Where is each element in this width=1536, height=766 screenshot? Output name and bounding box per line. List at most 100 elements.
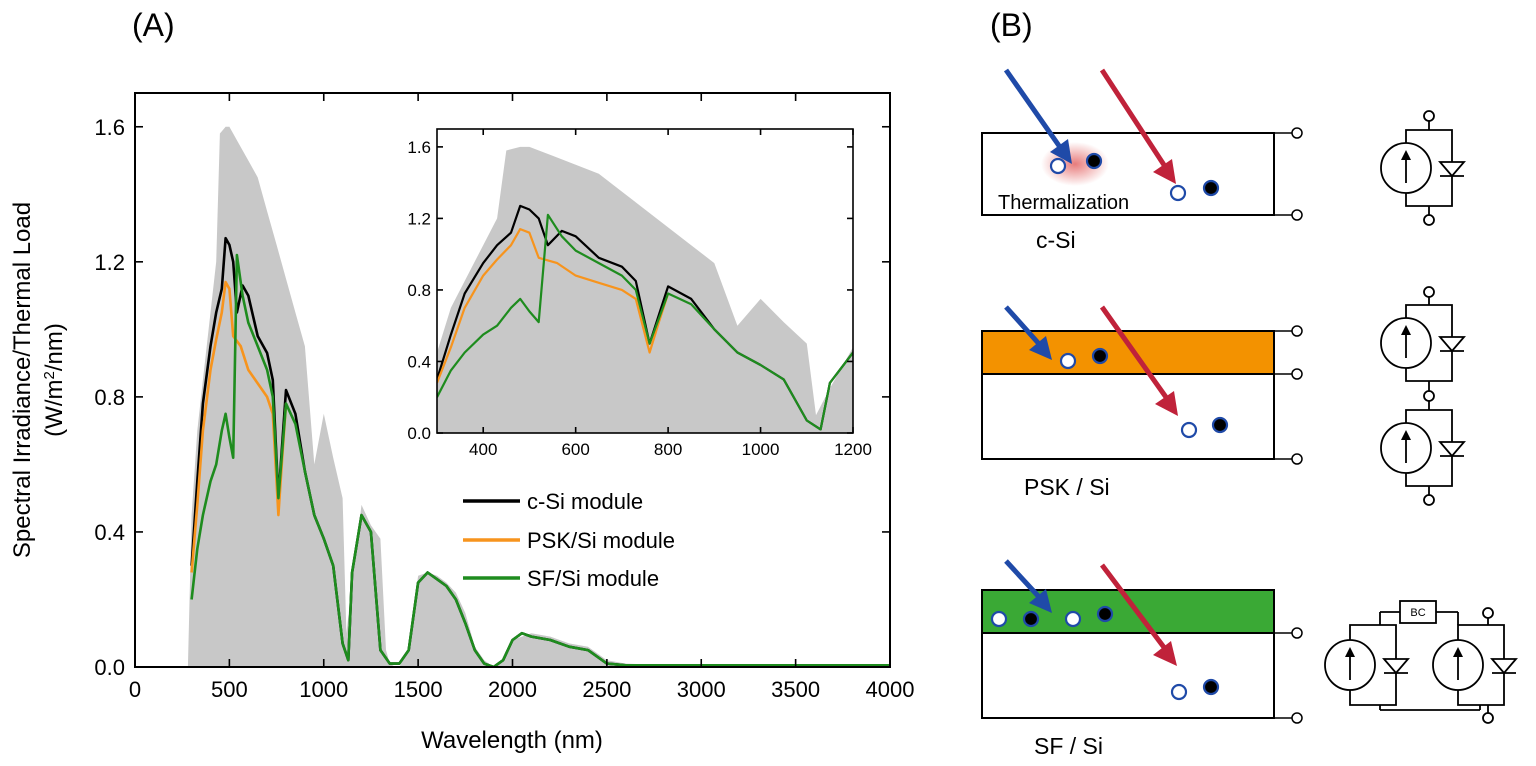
red-photon-arrow-shaft	[1099, 68, 1169, 170]
terminal-icon	[1291, 368, 1303, 380]
blue-photon-arrow-icon	[1050, 139, 1072, 164]
electron-icon	[1202, 179, 1220, 197]
csi-device: Thermalization c-Si	[981, 68, 1303, 253]
hole-icon	[1064, 610, 1082, 628]
electron-icon	[1085, 152, 1103, 170]
terminal-icon	[1291, 712, 1303, 724]
terminal-icon	[1291, 209, 1303, 221]
csi-cell	[981, 132, 1275, 216]
terminal-icon	[1291, 627, 1303, 639]
hole-icon	[990, 610, 1008, 628]
inset-plot-area	[437, 146, 853, 433]
series-line-psk-si-module	[437, 228, 670, 384]
terminal-icon	[1423, 494, 1435, 506]
x-tick-label: 400	[469, 440, 497, 459]
terminal-icon	[1291, 325, 1303, 337]
psk-device: PSK / Si	[981, 305, 1303, 500]
psk-label: PSK / Si	[1024, 474, 1110, 500]
y-tick-label: 0.0	[94, 655, 125, 680]
red-photon-arrow-shaft	[1099, 305, 1171, 402]
x-tick-label: 1000	[742, 440, 780, 459]
y-tick-label: 1.2	[407, 209, 431, 228]
csi-label: c-Si	[1036, 227, 1076, 253]
y-tick-label: 0.8	[407, 281, 431, 300]
terminal-icon	[1423, 110, 1435, 122]
terminal-icon	[1291, 127, 1303, 139]
legend-label-csi: c-Si module	[527, 489, 643, 514]
x-tick-label: 1500	[394, 677, 443, 702]
circuit-single-junction	[1380, 110, 1466, 226]
blue-photon-arrow-icon	[1029, 336, 1052, 360]
x-tick-label: 500	[211, 677, 248, 702]
legend: c-Si module PSK/Si module SF/Si module	[463, 489, 675, 591]
main-y-axis: 0.0 0.4 0.8 1.2 1.6	[94, 115, 890, 680]
reference-spectrum-area	[437, 146, 853, 433]
electron-icon	[1022, 610, 1040, 628]
diode-icon	[1382, 658, 1410, 675]
electron-icon	[1211, 416, 1229, 434]
bc-label: BC	[1410, 607, 1425, 619]
hole-icon	[1169, 184, 1187, 202]
electron-icon	[1091, 347, 1109, 365]
blue-photon-arrow-icon	[1029, 589, 1052, 613]
inset-chart: 400 600 800 1000 1200 0.0 0.4 0.8 1.2 1.6	[407, 128, 872, 459]
y-axis-title-unit-sup: 2	[41, 371, 58, 379]
y-axis-title-unit-pre: (W/m	[41, 380, 68, 437]
series-line-sf-si-module	[437, 213, 853, 431]
si-layer	[981, 632, 1275, 719]
x-tick-label: 2000	[488, 677, 537, 702]
red-photon-arrow-shaft	[1100, 563, 1168, 652]
x-tick-label: 3500	[771, 677, 820, 702]
panel-b-label: (B)	[990, 7, 1033, 43]
red-photon-arrow-icon	[1153, 641, 1177, 666]
electron-icon	[1096, 605, 1114, 623]
blue-photon-arrow-shaft	[1004, 305, 1042, 347]
main-chart: 0 500 1000 1500 2000 2500 3000 3500 4000 0.00.40…	[9, 92, 915, 754]
hole-icon	[1170, 683, 1188, 701]
x-tick-label: 4000	[866, 677, 915, 702]
x-tick-label: 1200	[834, 440, 872, 459]
x-axis-title: Wavelength (nm)	[421, 727, 603, 754]
terminal-icon	[1423, 390, 1435, 402]
circuit-sf	[1324, 600, 1518, 724]
terminal-icon	[1482, 712, 1494, 724]
si-layer	[981, 373, 1275, 460]
red-photon-arrow-icon	[1155, 391, 1178, 416]
reference-spectrum-area	[187, 126, 890, 667]
panel-a-label: (A)	[132, 7, 175, 43]
series-line-sf-si-module	[190, 253, 890, 667]
electron-icon	[1202, 678, 1220, 696]
x-tick-label: 3000	[677, 677, 726, 702]
thermalization-label: Thermalization	[998, 192, 1129, 214]
circuit-tandem	[1380, 286, 1466, 506]
red-photon-arrow-icon	[1153, 159, 1176, 184]
y-tick-label: 0.4	[94, 520, 125, 545]
terminal-icon	[1291, 453, 1303, 465]
panel-b-diagram: Thermalization c-Si PSK / Si	[981, 68, 1518, 759]
hole-icon	[1059, 352, 1077, 370]
main-plot-area	[187, 126, 890, 667]
diode-icon	[1438, 336, 1466, 353]
x-tick-label: 2500	[582, 677, 631, 702]
x-tick-label: 0	[129, 677, 141, 702]
inset-y-axis: 0.0 0.4 0.8 1.2 1.6	[407, 138, 853, 443]
inset-x-axis: 400 600 800 1000 1200	[469, 129, 872, 459]
series-line-c-si-module	[437, 204, 853, 431]
hole-icon	[1180, 421, 1198, 439]
legend-label-sf: SF/Si module	[527, 566, 659, 591]
y-axis-title-line1: Spectral Irradiance/Thermal Load	[9, 202, 36, 558]
psk-layer	[981, 330, 1275, 375]
inset-plot-frame	[436, 128, 854, 434]
y-axis-title-unit-post: /nm)	[41, 323, 68, 371]
blue-photon-arrow-shaft	[1003, 68, 1065, 152]
diode-icon	[1438, 161, 1466, 178]
hole-icon	[1049, 157, 1067, 175]
terminal-icon	[1423, 286, 1435, 298]
main-x-axis: 0 500 1000 1500 2000 2500 3000 3500 4000	[129, 93, 915, 702]
y-axis-title-line2: (W/m2/nm)	[41, 323, 69, 437]
y-tick-label: 0.4	[407, 352, 431, 371]
x-tick-label: 800	[654, 440, 682, 459]
y-tick-label: 1.2	[94, 250, 125, 275]
